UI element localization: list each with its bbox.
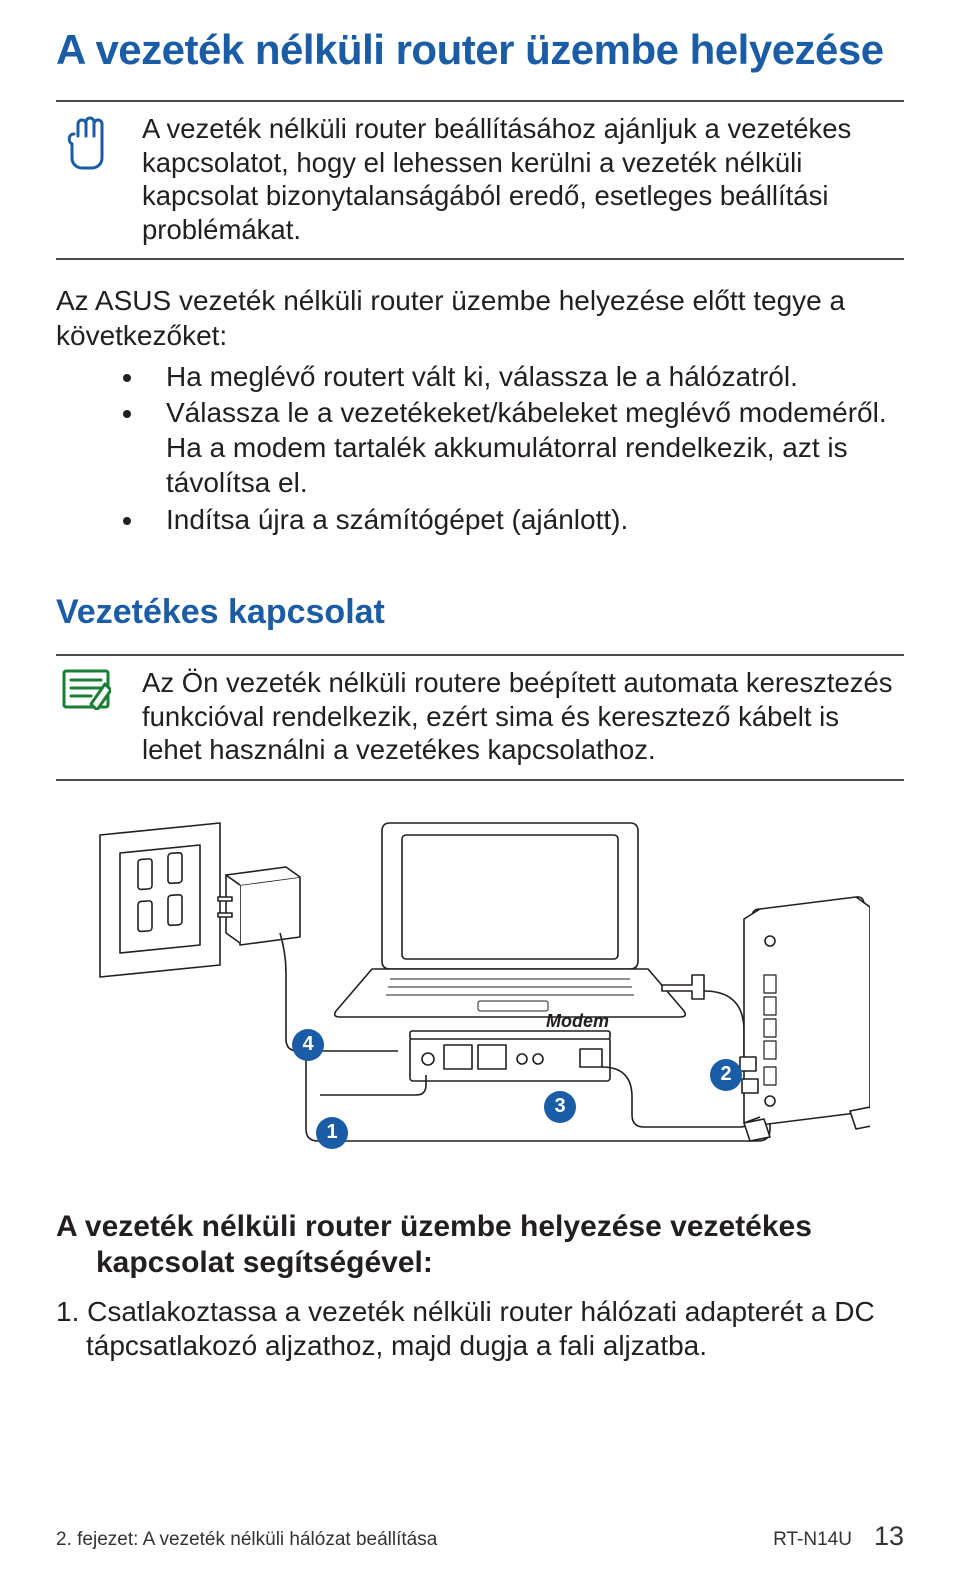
note-icon [56, 666, 116, 767]
page-title: A vezeték nélküli router üzembe helyezés… [56, 28, 904, 72]
note-callout: Az Ön vezeték nélküli routere beépített … [56, 654, 904, 781]
procedure-heading: A vezeték nélküli router üzembe helyezés… [56, 1209, 904, 1281]
procedure-heading-line2: kapcsolat segítségével: [56, 1246, 433, 1279]
manual-page: A vezeték nélküli router üzembe helyezés… [0, 0, 960, 1586]
callout-number-4: 4 [292, 1029, 324, 1061]
intro-section: Az ASUS vezeték nélküli router üzembe he… [56, 284, 904, 537]
hand-callout: A vezeték nélküli router beállításához a… [56, 100, 904, 260]
wiring-diagram: Modem [56, 805, 904, 1175]
list-item: Ha meglévő routert vált ki, válassza le … [146, 360, 904, 395]
footer-chapter: 2. fejezet: A vezeték nélküli hálózat be… [56, 1529, 437, 1551]
bullet-list: Ha meglévő routert vált ki, válassza le … [56, 360, 904, 538]
callout-number-1: 1 [316, 1117, 348, 1149]
list-item: Válassza le a vezetékeket/kábeleket megl… [146, 396, 904, 500]
list-item: Indítsa újra a számítógépet (ajánlott). [146, 503, 904, 538]
page-footer: 2. fejezet: A vezeték nélküli hálózat be… [56, 1521, 904, 1552]
procedure-heading-line1: A vezeték nélküli router üzembe helyezés… [56, 1210, 812, 1243]
intro-text: Az ASUS vezeték nélküli router üzembe he… [56, 284, 904, 353]
note-callout-text: Az Ön vezeték nélküli routere beépített … [142, 666, 898, 767]
step-1: 1. Csatlakoztassa a vezeték nélküli rout… [56, 1295, 904, 1363]
hand-callout-text: A vezeték nélküli router beállításához a… [142, 112, 898, 246]
modem-label: Modem [546, 1011, 609, 1031]
callout-number-3: 3 [544, 1091, 576, 1123]
callout-number-2: 2 [710, 1059, 742, 1091]
footer-page-number: 13 [874, 1521, 904, 1552]
section-heading: Vezetékes kapcsolat [56, 593, 904, 632]
hand-icon [56, 112, 116, 246]
footer-model: RT-N14U [773, 1529, 852, 1551]
